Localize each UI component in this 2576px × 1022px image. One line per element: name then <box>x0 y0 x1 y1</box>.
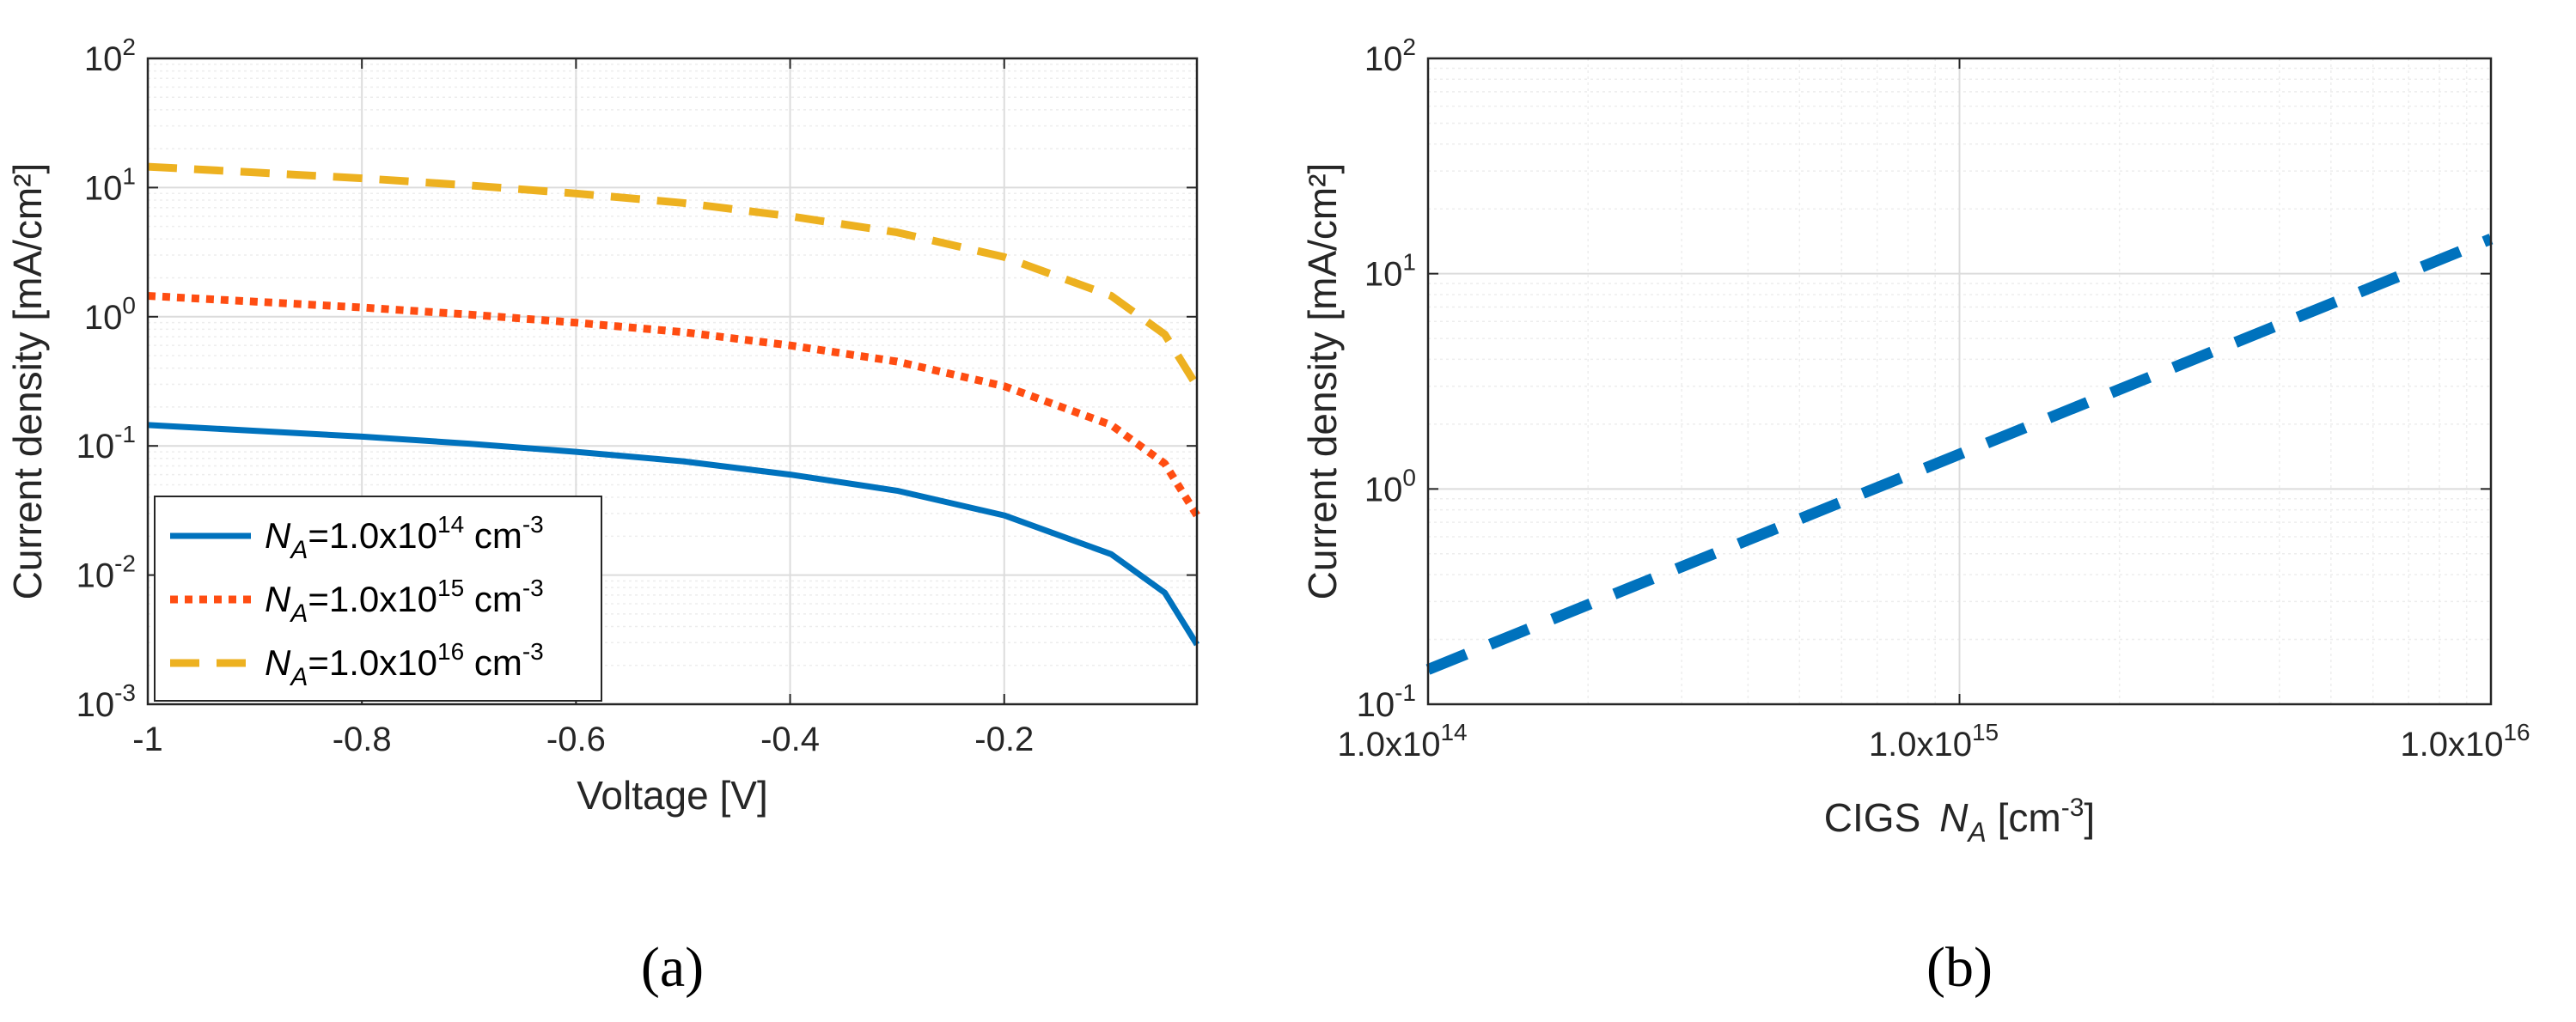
axes-box <box>146 57 1199 706</box>
y-tick-label: 100 <box>1364 464 1416 508</box>
chart-panel-b: 10-1 100 101 102 1.0x1014 1.0x1015 1.0x1016 Cur… <box>1300 33 2530 999</box>
x-tick-label: 1.0x1015 <box>1869 719 1999 763</box>
series-line-2 <box>147 292 1200 518</box>
x-axis-label: CIGS NA [cm-3] <box>1824 794 2095 848</box>
y-tick-label: 102 <box>84 33 136 78</box>
legend-entry-1: NA=1.0x1014 cm-3 <box>265 511 544 564</box>
y-tick-label: 101 <box>1364 249 1416 294</box>
panel-label: (a) <box>641 936 704 999</box>
y-axis-label: Current density [mA/cm²] <box>5 163 50 600</box>
y-tick-label: 10-3 <box>76 679 136 724</box>
legend: NA=1.0x1014 cm-3 NA=1.0x1015 cm-3 NA=1.0x1… <box>154 496 602 702</box>
x-tick-label: -0.2 <box>974 721 1034 758</box>
x-tick-label: 1.0x1014 <box>1337 719 1467 763</box>
legend-entry-3: NA=1.0x1016 cm-3 <box>265 638 544 691</box>
y-tick-label: 10-1 <box>76 421 136 465</box>
x-tick-label: -0.8 <box>333 721 392 758</box>
series-line-1 <box>147 422 1199 647</box>
x-tick-label: 1.0x1016 <box>2400 719 2530 763</box>
chart-panel-a: 10-3 10-2 10-1 100 101 102 -1 -0.8 -0.6 -0.4 -0.2 C… <box>5 33 1200 999</box>
legend-entry-2: NA=1.0x1015 cm-3 <box>265 575 544 628</box>
y-tick-label: 100 <box>84 292 136 337</box>
y-tick-label: 10-2 <box>76 551 136 595</box>
y-tick-label: 10-1 <box>1357 679 1416 724</box>
x-tick-label: -0.6 <box>546 721 606 758</box>
y-axis-label: Current density [mA/cm²] <box>1300 163 1345 600</box>
series-line-1 <box>1425 234 2494 675</box>
x-tick-label: -0.4 <box>760 721 820 758</box>
x-tick-label: -1 <box>132 721 163 758</box>
y-tick-label: 102 <box>1364 33 1416 78</box>
x-axis-label: Voltage [V] <box>577 773 768 818</box>
series-line-3 <box>147 162 1200 389</box>
y-tick-label: 101 <box>84 162 136 207</box>
panel-label: (b) <box>1926 936 1993 999</box>
